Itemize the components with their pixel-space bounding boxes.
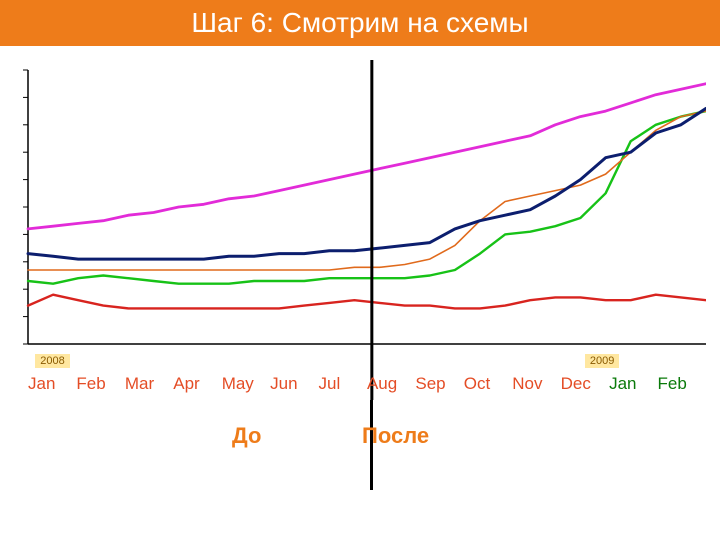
month-label: Jun bbox=[270, 374, 318, 394]
month-label: Apr bbox=[173, 374, 221, 394]
month-label: May bbox=[222, 374, 270, 394]
label-after: После bbox=[362, 424, 429, 447]
year-badge: 2009 bbox=[585, 354, 619, 368]
month-label: Feb bbox=[657, 374, 705, 394]
month-label: Nov bbox=[512, 374, 560, 394]
year-badge: 2008 bbox=[35, 354, 69, 368]
month-label: Oct bbox=[464, 374, 512, 394]
month-label: Dec bbox=[561, 374, 609, 394]
label-before-text: До bbox=[232, 423, 261, 448]
chart-area: JanFebMarAprMayJunJulAugSepOctNovDecJanF… bbox=[14, 60, 706, 400]
month-label: Jan bbox=[28, 374, 76, 394]
month-label: Mar bbox=[125, 374, 173, 394]
month-label: Sep bbox=[415, 374, 463, 394]
line-chart bbox=[14, 60, 706, 400]
label-after-text: После bbox=[362, 423, 429, 448]
slide-title: Шаг 6: Смотрим на схемы bbox=[0, 0, 720, 46]
month-label: Aug bbox=[367, 374, 415, 394]
month-label: Jul bbox=[319, 374, 367, 394]
month-label: Jan bbox=[609, 374, 657, 394]
x-axis-labels: JanFebMarAprMayJunJulAugSepOctNovDecJanF… bbox=[14, 368, 706, 400]
slide-title-text: Шаг 6: Смотрим на схемы bbox=[191, 7, 528, 39]
month-label: Feb bbox=[76, 374, 124, 394]
before-after-labels: До После bbox=[0, 424, 720, 484]
label-before: До bbox=[232, 424, 261, 447]
